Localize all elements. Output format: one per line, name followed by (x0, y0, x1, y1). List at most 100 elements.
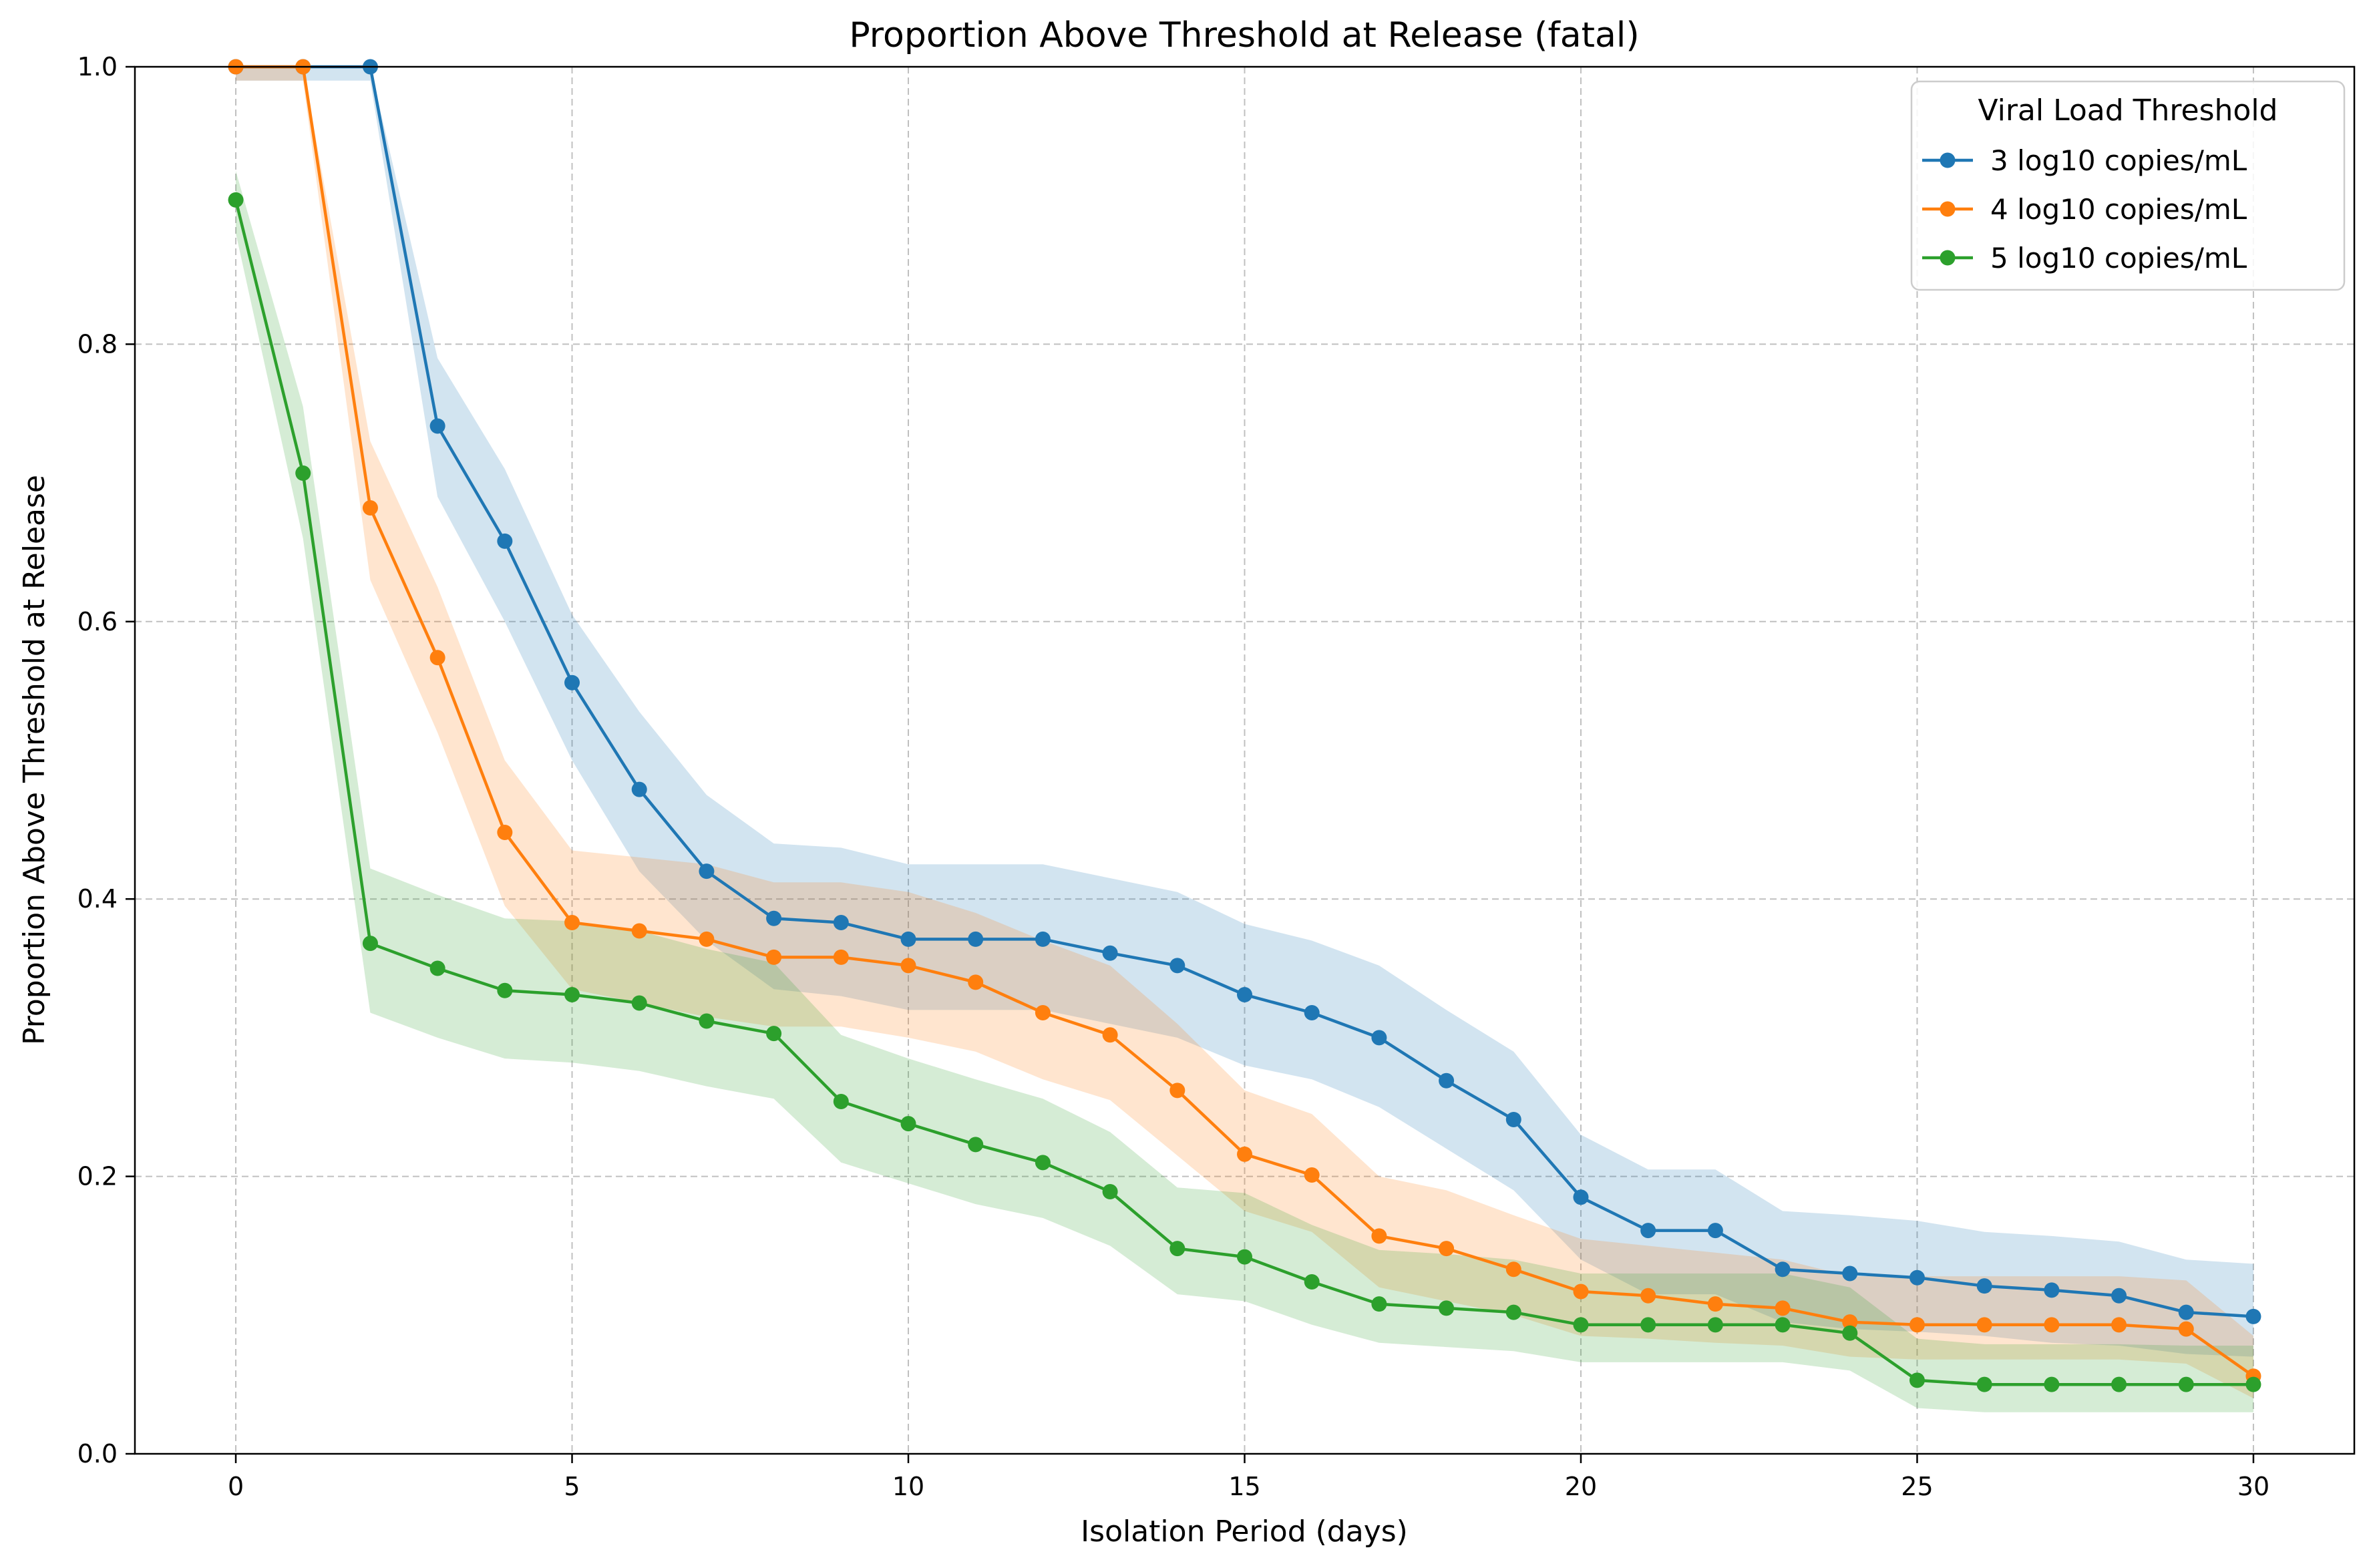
data-point (1304, 1167, 1320, 1183)
data-point (1573, 1317, 1589, 1333)
chart-title: Proportion Above Threshold at Release (f… (849, 15, 1639, 55)
data-point (699, 931, 715, 947)
data-point (900, 958, 916, 974)
data-point (1371, 1228, 1387, 1244)
legend-label: 4 log10 copies/mL (1990, 193, 2247, 226)
x-tick-label: 30 (2237, 1472, 2269, 1501)
data-point (2178, 1376, 2194, 1392)
data-point (228, 192, 244, 208)
y-tick-label: 0.0 (77, 1439, 118, 1468)
data-point (1775, 1261, 1791, 1278)
confidence-band-4-log10 (236, 67, 2253, 1398)
data-point (1169, 1241, 1186, 1257)
data-point (497, 533, 513, 549)
data-point (2245, 1376, 2261, 1392)
data-point (968, 931, 984, 947)
data-point (1573, 1284, 1589, 1300)
data-point (1909, 1317, 1925, 1333)
data-point (2044, 1282, 2060, 1298)
data-point (1102, 1183, 1118, 1199)
data-point (1640, 1288, 1656, 1304)
data-point (1237, 1249, 1252, 1265)
legend-entries: 3 log10 copies/mL 4 log10 copies/mL 5 log1… (1922, 144, 2247, 274)
data-point (1371, 1296, 1387, 1312)
data-point (699, 1013, 715, 1029)
data-point (1573, 1189, 1589, 1205)
data-point (295, 465, 311, 481)
data-point (1169, 958, 1186, 974)
x-axis-ticks: 0 5 10 15 20 25 30 (228, 1454, 2269, 1501)
legend-marker (1940, 250, 1956, 266)
x-tick-label: 5 (564, 1472, 580, 1501)
data-point (2111, 1288, 2127, 1304)
data-point (564, 915, 580, 931)
data-point (1505, 1261, 1521, 1278)
confidence-bands (236, 67, 2253, 1412)
data-point (1035, 1005, 1051, 1021)
data-point (1707, 1317, 1723, 1333)
data-point (1775, 1317, 1791, 1333)
legend-title: Viral Load Threshold (1978, 93, 2277, 128)
data-point (564, 674, 580, 691)
data-point (1035, 931, 1051, 947)
data-point (2044, 1376, 2060, 1392)
data-point (2044, 1317, 2060, 1333)
legend-marker (1940, 152, 1956, 168)
data-point (2111, 1376, 2127, 1392)
confidence-band-3-log10 (236, 67, 2253, 1357)
y-tick-label: 0.4 (77, 884, 118, 914)
data-point (900, 931, 916, 947)
data-point (1371, 1030, 1387, 1046)
data-point (362, 500, 378, 516)
data-point (833, 915, 849, 931)
data-point (497, 825, 513, 841)
legend: Viral Load Threshold 3 log10 copies/mL 4 … (1910, 80, 2346, 291)
data-point (1976, 1376, 1992, 1392)
y-tick-label: 0.2 (77, 1162, 118, 1191)
legend-label: 5 log10 copies/mL (1990, 242, 2247, 274)
data-point (1775, 1300, 1791, 1316)
data-point (833, 949, 849, 965)
data-point (429, 650, 445, 666)
y-axis-ticks: 0.0 0.2 0.4 0.6 0.8 1.0 (77, 52, 135, 1468)
data-point (766, 910, 782, 926)
data-point (2178, 1304, 2194, 1320)
x-tick-label: 10 (892, 1472, 924, 1501)
x-tick-label: 20 (1565, 1472, 1597, 1501)
data-point (2245, 1308, 2261, 1324)
data-point (1707, 1296, 1723, 1312)
data-point (968, 1137, 984, 1153)
data-point (1102, 1027, 1118, 1043)
legend-label: 3 log10 copies/mL (1990, 144, 2247, 177)
data-point (1439, 1300, 1455, 1316)
data-point (631, 781, 647, 797)
data-point (1640, 1223, 1656, 1239)
data-point (1505, 1304, 1521, 1320)
x-axis-title: Isolation Period (days) (1081, 1515, 1408, 1549)
data-point (1439, 1241, 1455, 1257)
data-point (1640, 1317, 1656, 1333)
legend-marker (1940, 201, 1956, 217)
data-point (1439, 1072, 1455, 1089)
y-axis-title: Proportion Above Threshold at Release (17, 475, 51, 1045)
data-point (429, 418, 445, 434)
data-point (362, 936, 378, 952)
x-tick-label: 0 (228, 1472, 244, 1501)
data-point (833, 1093, 849, 1109)
data-point (631, 995, 647, 1011)
data-point (2178, 1321, 2194, 1337)
data-point (1976, 1317, 1992, 1333)
data-point (429, 960, 445, 976)
y-tick-label: 0.8 (77, 329, 118, 359)
data-point (900, 1116, 916, 1132)
data-point (497, 982, 513, 998)
data-point (766, 1026, 782, 1042)
data-point (1237, 987, 1252, 1003)
y-tick-label: 0.6 (77, 607, 118, 636)
data-point (766, 949, 782, 965)
data-point (1707, 1223, 1723, 1239)
series-markers (228, 59, 2261, 1392)
data-point (1909, 1372, 1925, 1388)
data-point (1842, 1265, 1858, 1282)
